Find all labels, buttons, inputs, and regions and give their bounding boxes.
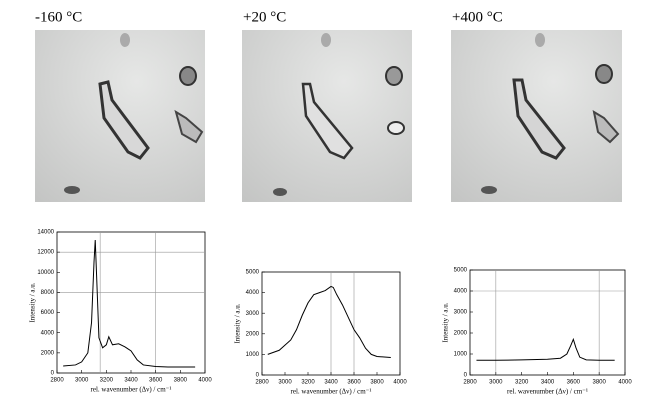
y-tick-label: 2000 xyxy=(41,350,55,356)
x-axis-label: rel. wavenumber (Δν) / cm⁻¹ xyxy=(291,388,372,396)
x-tick-label: 3800 xyxy=(174,378,188,384)
y-tick-label: 1000 xyxy=(246,352,260,358)
y-tick-label: 4000 xyxy=(454,289,468,295)
y-tick-label: 1000 xyxy=(454,352,468,358)
micrograph xyxy=(242,30,412,202)
y-tick-label: 10000 xyxy=(37,270,54,276)
x-tick-label: 2800 xyxy=(463,380,477,386)
micrograph xyxy=(451,30,622,202)
y-tick-label: 2000 xyxy=(246,331,260,337)
spectrum-line xyxy=(267,285,391,358)
plot-frame xyxy=(56,231,206,374)
y-tick-label: 3000 xyxy=(246,311,260,317)
spectrum-line xyxy=(476,337,615,361)
x-axis-label: rel. wavenumber (Δν) / cm⁻¹ xyxy=(91,386,172,394)
y-tick-label: 4000 xyxy=(41,330,55,336)
x-tick-label: 4000 xyxy=(198,378,212,384)
y-tick-label: 4000 xyxy=(246,290,260,296)
y-tick-label: 0 xyxy=(256,373,260,379)
y-tick-label: 8000 xyxy=(41,290,55,296)
y-axis-label: Intensity / a.u. xyxy=(442,302,450,342)
y-tick-label: 6000 xyxy=(41,310,55,316)
panel-title: +20 °C xyxy=(243,9,286,25)
y-tick-label: 3000 xyxy=(454,310,468,316)
x-tick-label: 3800 xyxy=(370,380,384,386)
y-tick-label: 14000 xyxy=(37,230,54,236)
y-axis-label: Intensity / a.u. xyxy=(29,282,37,322)
x-tick-label: 3000 xyxy=(489,380,503,386)
y-tick-label: 0 xyxy=(464,373,468,379)
y-axis-label: Intensity / a.u. xyxy=(234,303,242,343)
micrograph xyxy=(35,30,205,202)
x-tick-label: 3400 xyxy=(124,378,138,384)
spectrum-line xyxy=(63,240,196,368)
x-tick-label: 3200 xyxy=(515,380,529,386)
x-tick-label: 3400 xyxy=(324,380,338,386)
y-tick-label: 12000 xyxy=(37,250,54,256)
x-tick-label: 3000 xyxy=(278,380,292,386)
x-tick-label: 2800 xyxy=(50,378,64,384)
x-tick-label: 3800 xyxy=(592,380,606,386)
x-tick-label: 3600 xyxy=(567,380,581,386)
y-tick-label: 0 xyxy=(51,371,55,377)
x-tick-label: 3400 xyxy=(541,380,555,386)
x-tick-label: 3600 xyxy=(347,380,361,386)
x-tick-label: 3200 xyxy=(100,378,114,384)
x-tick-label: 4000 xyxy=(393,380,407,386)
x-tick-label: 4000 xyxy=(618,380,632,386)
y-tick-label: 2000 xyxy=(454,331,468,337)
panel-title: -160 °C xyxy=(35,9,82,25)
x-tick-label: 3200 xyxy=(301,380,315,386)
panel-title: +400 °C xyxy=(452,9,503,25)
x-axis-label: rel. wavenumber (Δν) / cm⁻¹ xyxy=(507,388,588,396)
x-tick-label: 3000 xyxy=(75,378,89,384)
y-tick-label: 5000 xyxy=(454,268,468,274)
x-tick-label: 3600 xyxy=(149,378,163,384)
y-tick-label: 5000 xyxy=(246,270,260,276)
x-tick-label: 2800 xyxy=(255,380,269,386)
